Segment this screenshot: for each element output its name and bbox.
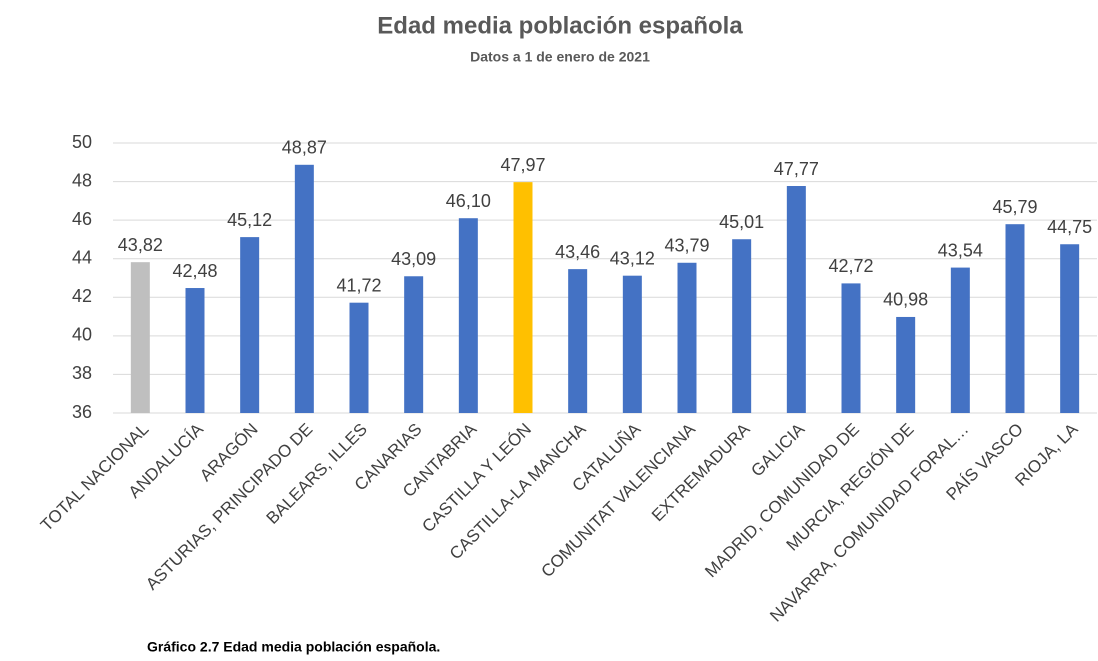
data-label: 45,12 [227, 210, 272, 230]
bar [130, 262, 150, 413]
y-tick-label: 46 [72, 209, 92, 229]
data-label: 43,79 [664, 236, 709, 256]
data-label: 43,82 [118, 235, 163, 255]
bar [458, 218, 478, 413]
y-tick-label: 48 [72, 170, 92, 190]
data-label: 43,46 [555, 242, 600, 262]
data-label: 42,72 [828, 256, 873, 276]
data-label: 47,97 [500, 155, 545, 175]
y-tick-label: 40 [72, 325, 92, 345]
y-tick-label: 38 [72, 363, 92, 383]
caption: Gráfico 2.7 Edad media población español… [147, 639, 440, 655]
data-label: 46,10 [446, 191, 491, 211]
bar [732, 239, 752, 413]
y-tick-label: 42 [72, 286, 92, 306]
bar [950, 267, 970, 413]
y-tick-label: 36 [72, 402, 92, 422]
data-label: 43,54 [938, 240, 983, 260]
y-tick-label: 50 [72, 132, 92, 152]
bar [513, 182, 533, 413]
data-label: 41,72 [336, 275, 381, 295]
bar [185, 288, 205, 413]
bar [294, 164, 314, 413]
bar [240, 237, 260, 413]
x-tick-label: EXTREMADURA [648, 419, 754, 525]
x-tick-label: BALEARS, ILLES [263, 420, 371, 528]
data-label: 43,09 [391, 249, 436, 269]
data-label: 44,75 [1047, 217, 1092, 237]
y-tick-label: 44 [72, 247, 92, 267]
bar [622, 275, 642, 413]
data-label: 48,87 [282, 138, 327, 158]
chart-subtitle: Datos a 1 de enero de 2021 [470, 49, 650, 65]
data-label: 47,77 [774, 159, 819, 179]
bar [404, 276, 424, 413]
data-label: 43,12 [610, 248, 655, 268]
bar [349, 302, 369, 413]
bar [677, 262, 697, 413]
bar [568, 269, 588, 413]
data-label: 45,01 [719, 212, 764, 232]
bar [841, 283, 861, 413]
bar [786, 186, 806, 413]
bar [1005, 224, 1025, 413]
x-tick-label: NAVARRA, COMUNIDAD FORAL… [766, 420, 972, 626]
data-label: 42,48 [172, 261, 217, 281]
bar [896, 316, 916, 413]
bar [1060, 244, 1080, 413]
chart-title: Edad media población española [377, 12, 743, 39]
data-label: 45,79 [992, 197, 1037, 217]
data-label: 40,98 [883, 290, 928, 310]
